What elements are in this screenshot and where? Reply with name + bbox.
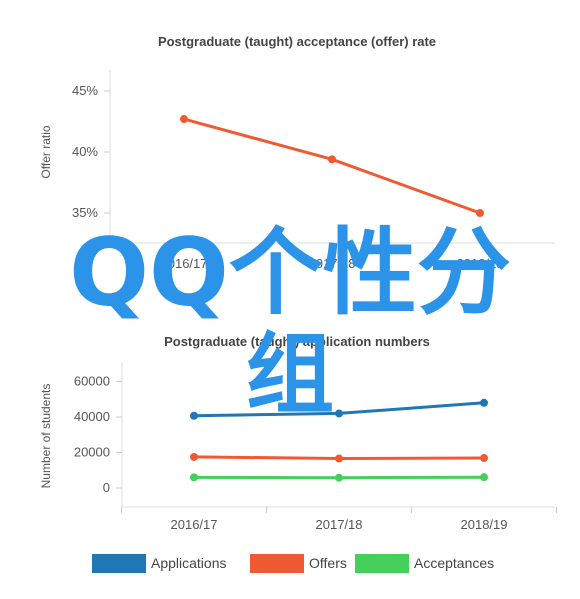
chart2-x-tick-label: 2018/19	[461, 517, 508, 532]
chart1-data-point	[476, 209, 484, 217]
chart2-data-point	[480, 454, 488, 463]
legend-swatch-offers	[250, 554, 304, 573]
chart1-data-point	[328, 155, 336, 164]
chart2-x-tick-label: 2017/18	[316, 517, 363, 532]
acceptance-rate-chart: Postgraduate (taught) acceptance (offer)…	[39, 34, 555, 271]
chart2-data-point	[335, 473, 343, 482]
chart1-y-tick-label: 45%	[72, 83, 98, 98]
legend-label-acceptances: Acceptances	[414, 555, 494, 571]
legend-swatch-acceptances	[355, 554, 409, 573]
chart2-y-tick-label: 60000	[74, 374, 110, 389]
chart1-y-tick-label: 35%	[72, 205, 98, 220]
legend-swatch-applications	[92, 554, 146, 573]
chart2-data-point	[480, 398, 488, 407]
legend-label-applications: Applications	[151, 555, 227, 571]
chart1-x-tick-label: 2016/17	[161, 256, 208, 271]
chart2-title: Postgraduate (taught) application number…	[164, 334, 430, 349]
chart1-data-point	[180, 115, 188, 124]
chart2-data-point	[190, 452, 198, 461]
chart2-y-tick-label: 20000	[74, 445, 110, 460]
chart2-y-tick-label: 0	[103, 480, 110, 495]
chart1-y-tick-label: 40%	[72, 144, 98, 159]
application-numbers-chart: Postgraduate (taught) application number…	[39, 334, 557, 573]
watermark-line-1: QQ个性分	[69, 219, 511, 328]
chart2-data-point	[190, 473, 198, 482]
legend-label-offers: Offers	[309, 555, 347, 571]
chart2-data-point	[480, 473, 488, 482]
chart2-y-tick-label: 40000	[74, 409, 110, 424]
chart1-x-tick-label: 2017/18	[309, 256, 356, 271]
chart1-y-axis-label: Offer ratio	[39, 125, 53, 178]
chart2-data-point	[335, 409, 343, 418]
chart2-legend: Applications Offers Acceptances	[92, 554, 494, 573]
chart2-y-axis-label: Number of students	[39, 384, 53, 489]
chart2-data-point	[335, 454, 343, 463]
chart1-series-line-0	[183, 117, 481, 215]
watermark: QQ个性分 组	[69, 219, 511, 426]
chart2-data-point	[190, 411, 198, 420]
chart2-x-tick-label: 2016/17	[171, 517, 218, 532]
chart1-title: Postgraduate (taught) acceptance (offer)…	[158, 34, 436, 49]
chart1-x-tick-label: 2018/19	[457, 256, 504, 271]
watermark-line-2: 组	[246, 323, 334, 426]
